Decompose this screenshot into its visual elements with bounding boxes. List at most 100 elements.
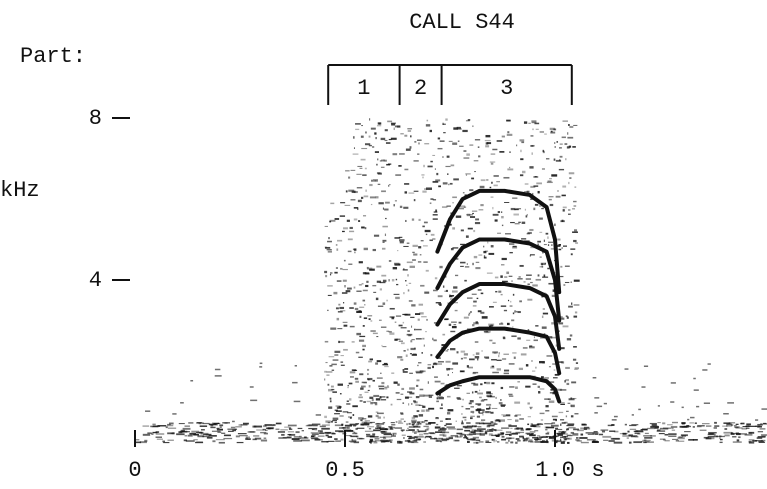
noise-speck bbox=[373, 429, 381, 432]
noise-speck bbox=[507, 419, 512, 421]
noise-speck bbox=[380, 166, 385, 168]
noise-speck bbox=[370, 320, 373, 322]
noise-speck bbox=[530, 185, 536, 188]
noise-speck bbox=[531, 120, 537, 123]
noise-speck bbox=[434, 376, 438, 378]
noise-speck bbox=[190, 379, 194, 382]
noise-speck bbox=[561, 247, 563, 249]
noise-speck bbox=[456, 126, 461, 129]
noise-speck bbox=[556, 432, 566, 435]
noise-speck bbox=[382, 225, 388, 228]
noise-speck bbox=[463, 316, 469, 319]
noise-speck bbox=[380, 441, 386, 443]
noise-speck bbox=[390, 137, 397, 140]
noise-speck bbox=[497, 433, 504, 436]
noise-speck bbox=[490, 153, 496, 155]
noise-speck bbox=[329, 219, 336, 222]
noise-speck bbox=[454, 309, 458, 312]
noise-speck bbox=[755, 440, 763, 442]
noise-speck bbox=[506, 119, 511, 122]
noise-speck bbox=[155, 436, 162, 438]
noise-speck bbox=[543, 239, 546, 242]
noise-speck bbox=[533, 185, 539, 187]
noise-speck bbox=[448, 436, 454, 440]
noise-speck bbox=[508, 439, 510, 442]
noise-speck bbox=[468, 402, 472, 405]
noise-speck bbox=[475, 218, 480, 221]
noise-speck bbox=[450, 247, 454, 251]
noise-speck bbox=[576, 440, 582, 442]
noise-speck bbox=[379, 160, 383, 162]
noise-speck bbox=[529, 431, 536, 433]
noise-speck bbox=[539, 131, 545, 133]
noise-speck bbox=[515, 419, 519, 422]
harmonic bbox=[435, 326, 562, 376]
noise-speck bbox=[460, 370, 464, 372]
noise-speck bbox=[362, 344, 366, 348]
noise-speck bbox=[472, 125, 474, 128]
noise-speck bbox=[502, 415, 506, 417]
noise-speck bbox=[345, 290, 351, 293]
noise-speck bbox=[385, 142, 391, 144]
noise-speck bbox=[668, 435, 677, 437]
noise-speck bbox=[508, 425, 517, 427]
noise-speck bbox=[532, 144, 535, 147]
noise-speck bbox=[523, 439, 525, 442]
noise-speck bbox=[519, 264, 524, 267]
noise-speck bbox=[364, 420, 370, 422]
noise-speck bbox=[611, 424, 614, 426]
noise-speck bbox=[349, 371, 356, 374]
noise-speck bbox=[332, 359, 339, 361]
noise-speck bbox=[364, 143, 371, 146]
noise-speck bbox=[435, 431, 442, 433]
noise-speck bbox=[650, 425, 659, 428]
noise-speck bbox=[287, 424, 297, 427]
noise-speck bbox=[483, 256, 487, 259]
noise-speck bbox=[361, 226, 365, 229]
noise-speck bbox=[488, 252, 495, 255]
noise-speck bbox=[594, 431, 599, 434]
noise-speck bbox=[369, 435, 379, 438]
noise-speck bbox=[198, 431, 202, 434]
noise-speck bbox=[551, 244, 553, 246]
noise-speck bbox=[548, 198, 552, 201]
noise-speck bbox=[504, 336, 506, 339]
noise-speck bbox=[501, 215, 504, 219]
noise-speck bbox=[424, 229, 431, 233]
noise-speck bbox=[430, 353, 433, 357]
noise-speck bbox=[235, 426, 242, 428]
noise-speck bbox=[533, 336, 535, 339]
noise-speck bbox=[472, 438, 475, 441]
noise-speck bbox=[566, 428, 569, 431]
noise-speck bbox=[573, 315, 578, 318]
noise-speck bbox=[365, 433, 371, 436]
noise-speck bbox=[633, 430, 639, 432]
noise-speck bbox=[571, 381, 577, 384]
noise-speck bbox=[485, 440, 490, 443]
noise-speck bbox=[384, 365, 389, 368]
noise-speck bbox=[566, 382, 570, 386]
noise-speck bbox=[554, 142, 556, 144]
noise-speck bbox=[573, 346, 577, 348]
noise-speck bbox=[568, 145, 572, 148]
noise-speck bbox=[476, 415, 481, 418]
noise-speck bbox=[496, 180, 500, 183]
noise-speck bbox=[452, 371, 454, 374]
noise-speck bbox=[486, 179, 489, 181]
noise-speck bbox=[693, 389, 699, 391]
noise-speck bbox=[385, 217, 387, 220]
noise-speck bbox=[471, 293, 477, 295]
noise-speck bbox=[406, 348, 409, 351]
noise-speck bbox=[474, 429, 482, 432]
noise-speck bbox=[433, 339, 437, 342]
noise-speck bbox=[399, 241, 404, 244]
noise-speck bbox=[633, 434, 638, 437]
noise-speck bbox=[633, 441, 642, 444]
noise-speck bbox=[451, 321, 457, 323]
noise-speck bbox=[469, 189, 474, 192]
noise-speck bbox=[425, 269, 429, 272]
noise-speck bbox=[329, 397, 332, 400]
noise-speck bbox=[478, 254, 483, 256]
noise-speck bbox=[454, 258, 459, 260]
